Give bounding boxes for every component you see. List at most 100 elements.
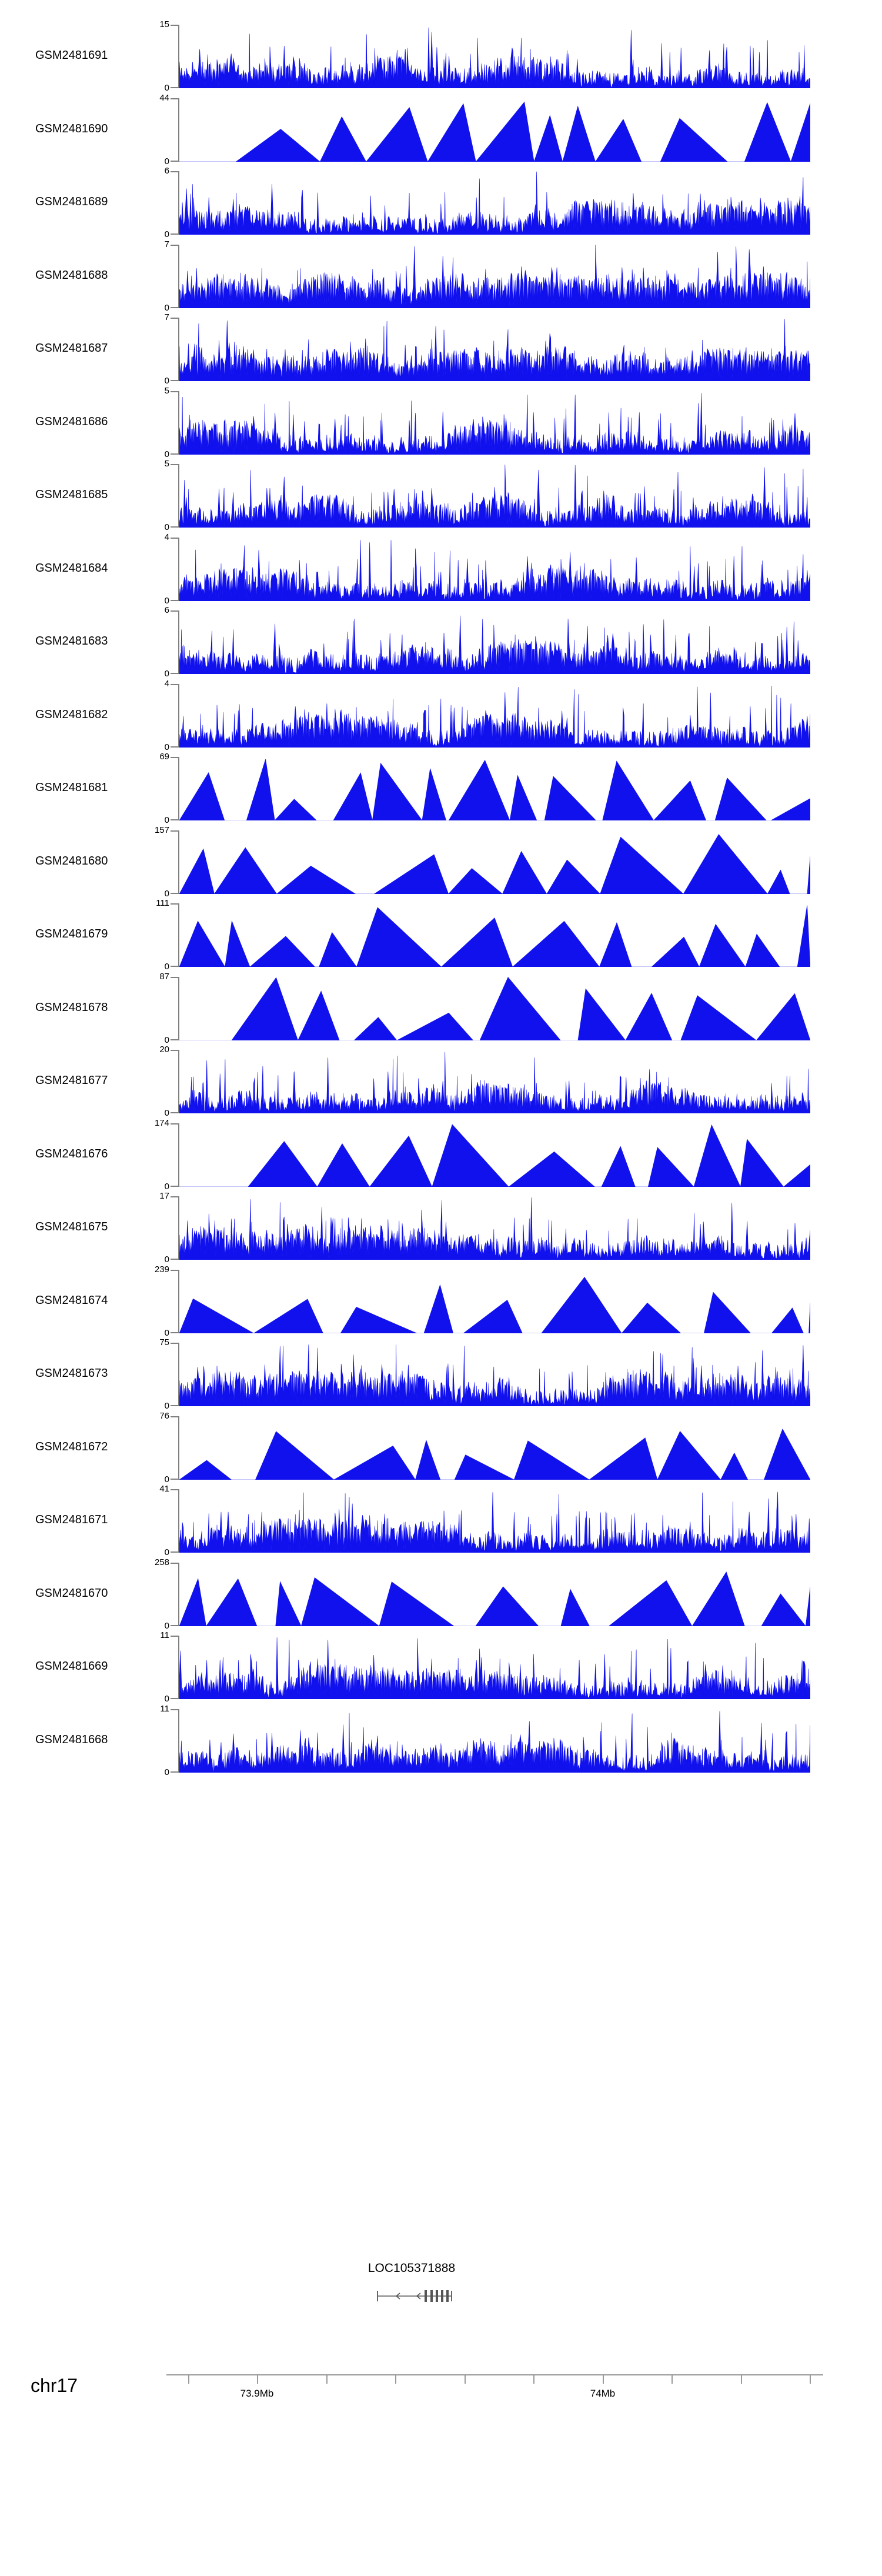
coverage-plot-area[interactable] [179, 98, 810, 162]
track-y-axis-line [178, 1269, 179, 1333]
chromosome-tick [326, 2375, 328, 2384]
chromosome-tick [603, 2375, 604, 2384]
track-axis-top-tick [171, 1709, 179, 1710]
track-y-axis-line [178, 537, 179, 601]
track-axis-top-tick [171, 830, 179, 832]
gene-annotation-track[interactable]: LOC105371888 [0, 2261, 882, 2314]
coverage-plot-area[interactable] [179, 171, 810, 235]
track-axis-max-label: 5 [164, 459, 169, 469]
track-sample-label: GSM2481669 [35, 1660, 108, 1673]
coverage-plot-area[interactable] [179, 318, 810, 381]
chromosome-tick [257, 2375, 258, 2384]
track-sample-label: GSM2481675 [35, 1220, 108, 1233]
track-axis-max-label: 4 [164, 678, 169, 689]
track-axis-bottom-tick [171, 160, 179, 162]
track-sample-label: GSM2481686 [35, 415, 108, 428]
track-axis-min-label: 0 [164, 449, 169, 459]
track-sample-label: GSM2481680 [35, 854, 108, 867]
track-axis-max-label: 41 [159, 1484, 169, 1494]
coverage-plot-area[interactable] [179, 610, 810, 674]
coverage-plot-area[interactable] [179, 391, 810, 455]
track-axis-max-label: 6 [164, 166, 169, 176]
coverage-plot-area[interactable] [179, 538, 810, 601]
coverage-plot-area[interactable] [179, 1416, 810, 1480]
track-axis-bottom-tick [171, 892, 179, 894]
coverage-plot-area[interactable] [179, 244, 810, 308]
track-axis-min-label: 0 [164, 1401, 169, 1411]
track-axis-top-tick [171, 1343, 179, 1344]
track-sample-label: GSM2481671 [35, 1513, 108, 1526]
track-axis-bottom-tick [171, 1551, 179, 1553]
track-sample-label: GSM2481689 [35, 195, 108, 208]
track-y-axis-line [178, 976, 179, 1040]
track-axis-top-tick [171, 25, 179, 26]
chromosome-tick [810, 2375, 811, 2384]
track-axis-max-label: 7 [164, 312, 169, 322]
chromosome-tick [741, 2375, 742, 2384]
chromosome-axis[interactable]: chr17 73.9Mb 74Mb [0, 2344, 882, 2438]
track-axis-bottom-tick [171, 599, 179, 601]
coverage-plot-area[interactable] [179, 1709, 810, 1773]
track-axis-top-tick [171, 1489, 179, 1490]
track-axis-bottom-tick [171, 1112, 179, 1113]
track-sample-label: GSM2481684 [35, 561, 108, 575]
track-axis-bottom-tick [171, 1185, 179, 1187]
coverage-plot-area[interactable] [179, 903, 810, 967]
track-sample-label: GSM2481691 [35, 49, 108, 62]
chromosome-ruler-line [166, 2374, 823, 2375]
track-sample-label: GSM2481681 [35, 781, 108, 794]
track-axis-max-label: 4 [164, 532, 169, 542]
track-axis-top-tick [171, 244, 179, 246]
chromosome-tick-label: 74Mb [590, 2388, 616, 2399]
chromosome-tick-label: 73.9Mb [240, 2388, 274, 2399]
track-axis-top-tick [171, 683, 179, 685]
coverage-plot-area[interactable] [179, 1270, 810, 1333]
track-axis-top-tick [171, 1050, 179, 1051]
coverage-plot-area[interactable] [179, 1343, 810, 1406]
track-y-axis-line [178, 318, 179, 381]
track-axis-top-tick [171, 171, 179, 172]
coverage-plot-area[interactable] [179, 1050, 810, 1113]
track-sample-label: GSM2481677 [35, 1074, 108, 1087]
track-sample-label: GSM2481674 [35, 1293, 108, 1307]
track-y-axis-line [178, 1562, 179, 1626]
coverage-plot-area[interactable] [179, 25, 810, 88]
track-y-axis-line [178, 244, 179, 308]
track-axis-min-label: 0 [164, 1181, 169, 1192]
track-axis-top-tick [171, 903, 179, 905]
track-axis-max-label: 75 [159, 1337, 169, 1347]
track-axis-bottom-tick [171, 1478, 179, 1480]
coverage-plot-area[interactable] [179, 830, 810, 894]
coverage-plot-area[interactable] [179, 464, 810, 528]
track-sample-label: GSM2481672 [35, 1440, 108, 1453]
track-axis-bottom-tick [171, 453, 179, 455]
track-axis-min-label: 0 [164, 376, 169, 386]
coverage-plot-area[interactable] [179, 684, 810, 748]
track-y-axis-line [178, 1050, 179, 1113]
coverage-plot-area[interactable] [179, 976, 810, 1040]
coverage-plot-area[interactable] [179, 1563, 810, 1626]
track-axis-top-tick [171, 757, 179, 758]
track-axis-min-label: 0 [164, 815, 169, 825]
track-axis-top-tick [171, 464, 179, 465]
track-sample-label: GSM2481678 [35, 1000, 108, 1014]
track-y-axis-line [178, 1636, 179, 1699]
track-y-axis-line [178, 1489, 179, 1553]
track-axis-top-tick [171, 537, 179, 539]
track-axis-bottom-tick [171, 966, 179, 967]
coverage-plot-area[interactable] [179, 1489, 810, 1553]
coverage-plot-area[interactable] [179, 1636, 810, 1699]
track-axis-min-label: 0 [164, 742, 169, 752]
track-axis-min-label: 0 [164, 888, 169, 899]
track-axis-max-label: 87 [159, 971, 169, 982]
coverage-plot-area[interactable] [179, 1123, 810, 1187]
track-sample-label: GSM2481668 [35, 1733, 108, 1746]
coverage-plot-area[interactable] [179, 1196, 810, 1260]
track-axis-max-label: 5 [164, 385, 169, 396]
track-axis-min-label: 0 [164, 1767, 169, 1777]
track-axis-min-label: 0 [164, 1620, 169, 1631]
coverage-plot-area[interactable] [179, 757, 810, 820]
gene-model[interactable] [376, 2287, 453, 2305]
track-axis-bottom-tick [171, 380, 179, 381]
